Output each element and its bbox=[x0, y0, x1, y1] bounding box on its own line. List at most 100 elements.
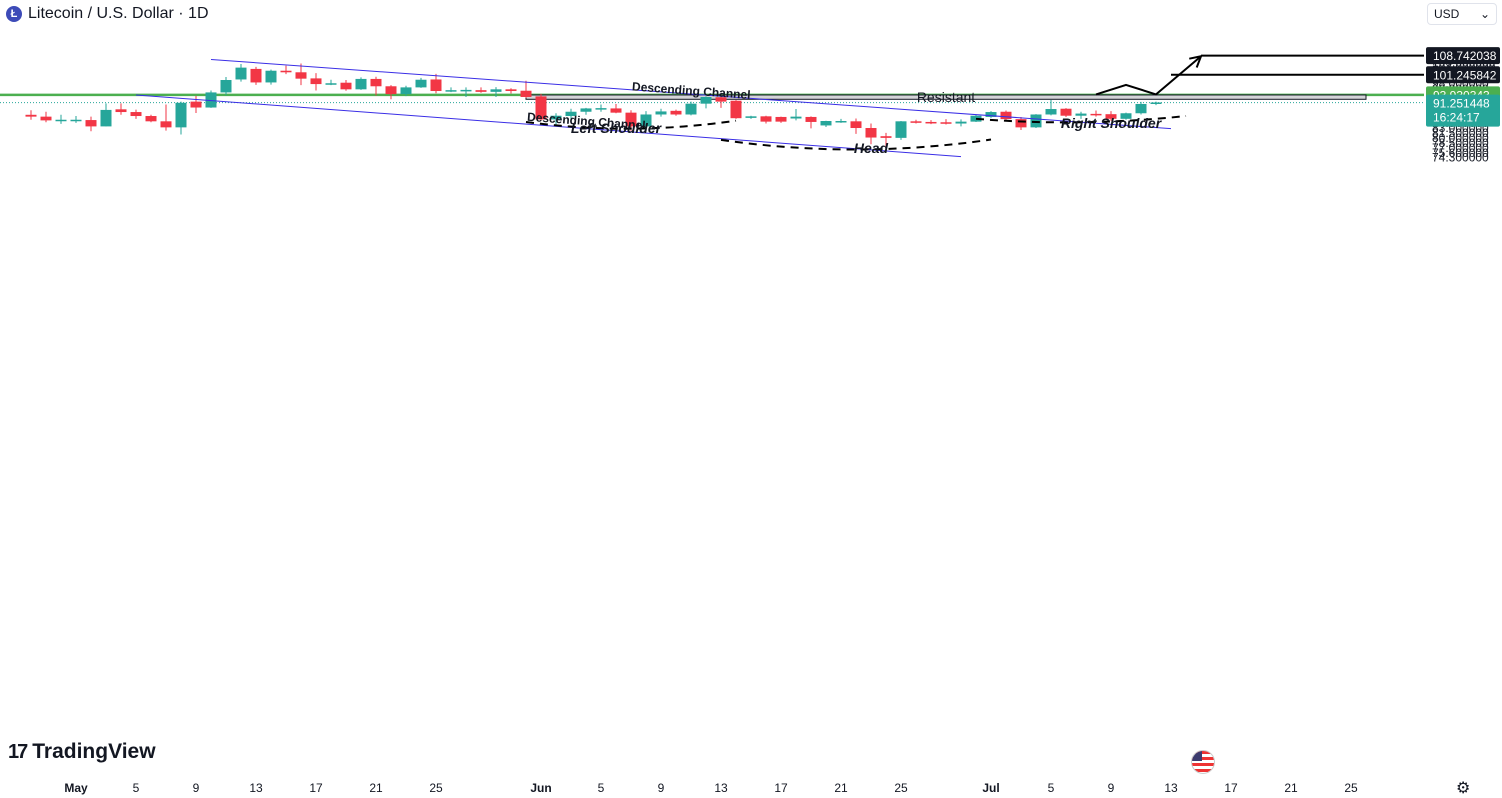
candle-body bbox=[865, 128, 877, 138]
candle-body bbox=[295, 72, 307, 79]
pattern-arc bbox=[720, 138, 992, 151]
us-flag-icon[interactable] bbox=[1191, 750, 1215, 774]
candle bbox=[1000, 110, 1012, 122]
currency-select[interactable]: USD ⌄ bbox=[1427, 3, 1497, 25]
time-tick-label: 21 bbox=[1284, 781, 1298, 795]
candle bbox=[730, 100, 742, 119]
candle bbox=[655, 108, 667, 117]
candle-body bbox=[805, 116, 817, 122]
candle bbox=[100, 103, 112, 127]
candle-body bbox=[250, 68, 262, 83]
candle-body bbox=[700, 96, 712, 104]
price-label-box bbox=[1426, 66, 1500, 84]
time-tick-label: 5 bbox=[1048, 781, 1055, 795]
candle bbox=[115, 103, 127, 115]
candle bbox=[850, 118, 862, 134]
price-axis: 110.000000108.000000106.000000104.000000… bbox=[1426, 46, 1500, 165]
candle-body bbox=[1030, 114, 1042, 128]
candle bbox=[265, 69, 277, 85]
candle-body bbox=[385, 86, 397, 95]
candle-body bbox=[475, 90, 487, 92]
price-tick-label: 78.500000 bbox=[1432, 136, 1489, 150]
candle bbox=[505, 88, 517, 94]
candle bbox=[310, 73, 322, 91]
candle bbox=[355, 77, 367, 90]
chart-title[interactable]: Ł Litecoin / U.S. Dollar · 1D bbox=[6, 5, 209, 23]
candle-body bbox=[1045, 109, 1057, 115]
time-tick-label: 13 bbox=[249, 781, 263, 795]
price-tick-label: 81.500000 bbox=[1432, 126, 1489, 140]
candle bbox=[1120, 112, 1132, 120]
candle-body bbox=[820, 121, 832, 126]
candle bbox=[490, 87, 502, 97]
pattern-label: Right Shoulder bbox=[1061, 115, 1163, 131]
candle bbox=[325, 79, 337, 86]
candle-body bbox=[130, 112, 142, 117]
price-label: 91.251448 bbox=[1433, 97, 1490, 111]
pattern-label: Left Shoulder bbox=[571, 120, 663, 136]
tradingview-logo[interactable]: 17 TradingView bbox=[8, 740, 156, 764]
candle-body bbox=[1105, 114, 1117, 119]
candle bbox=[775, 116, 787, 123]
brand-name: TradingView bbox=[32, 740, 156, 763]
candle bbox=[670, 109, 682, 116]
candle bbox=[940, 119, 952, 125]
candle-body bbox=[1090, 113, 1102, 116]
candle-body bbox=[265, 70, 277, 83]
candle bbox=[220, 77, 232, 96]
candle-body bbox=[430, 79, 442, 92]
candle-body bbox=[955, 121, 967, 124]
candle bbox=[475, 87, 487, 93]
symbol-title: Litecoin / U.S. Dollar · 1D bbox=[28, 5, 209, 22]
time-tick-label: 5 bbox=[598, 781, 605, 795]
candle bbox=[1045, 99, 1057, 116]
pattern-arc bbox=[525, 119, 737, 130]
candle bbox=[985, 111, 997, 118]
time-tick-label: 17 bbox=[309, 781, 323, 795]
price-tick-label: 74.300000 bbox=[1432, 151, 1489, 165]
candle bbox=[715, 96, 727, 108]
candle-body bbox=[940, 122, 952, 124]
candle bbox=[565, 108, 577, 120]
candle-body bbox=[1060, 108, 1072, 116]
time-tick-label: 25 bbox=[1344, 781, 1358, 795]
tradingview-mark-icon: 17 bbox=[8, 740, 28, 763]
price-label-countdown: 16:24:17 bbox=[1433, 111, 1480, 125]
candle-body bbox=[760, 116, 772, 122]
descending-channel-line bbox=[135, 94, 962, 158]
candle-body bbox=[1150, 102, 1162, 104]
candle bbox=[235, 64, 247, 82]
candle-body bbox=[580, 108, 592, 112]
candle bbox=[895, 121, 907, 140]
time-tick-label: May bbox=[64, 781, 88, 795]
candle bbox=[1090, 110, 1102, 117]
candle bbox=[190, 95, 202, 113]
candle-body bbox=[880, 136, 892, 138]
time-tick-label: 17 bbox=[1224, 781, 1238, 795]
candle-body bbox=[160, 121, 172, 128]
candle-body bbox=[490, 89, 502, 92]
currency-value: USD bbox=[1434, 7, 1460, 21]
candle bbox=[745, 115, 757, 119]
candle bbox=[370, 76, 382, 96]
candle bbox=[685, 101, 697, 116]
candle-body bbox=[520, 90, 532, 97]
candle bbox=[790, 109, 802, 121]
candle-body bbox=[325, 83, 337, 85]
time-tick-label: Jun bbox=[530, 781, 551, 795]
time-tick-label: Jul bbox=[982, 781, 999, 795]
candle-body bbox=[505, 89, 517, 92]
candle bbox=[85, 116, 97, 132]
gear-icon[interactable]: ⚙ bbox=[1456, 780, 1471, 797]
time-tick-label: 9 bbox=[193, 781, 200, 795]
candle-body bbox=[550, 115, 562, 120]
descending-channel-line bbox=[210, 59, 1172, 130]
time-tick-label: 21 bbox=[834, 781, 848, 795]
time-tick-label: 9 bbox=[1108, 781, 1115, 795]
candle-body bbox=[340, 82, 352, 90]
candle bbox=[760, 115, 772, 124]
price-tick-label: 75.600000 bbox=[1432, 146, 1489, 160]
candle bbox=[1150, 101, 1162, 106]
candle-body bbox=[640, 114, 652, 127]
